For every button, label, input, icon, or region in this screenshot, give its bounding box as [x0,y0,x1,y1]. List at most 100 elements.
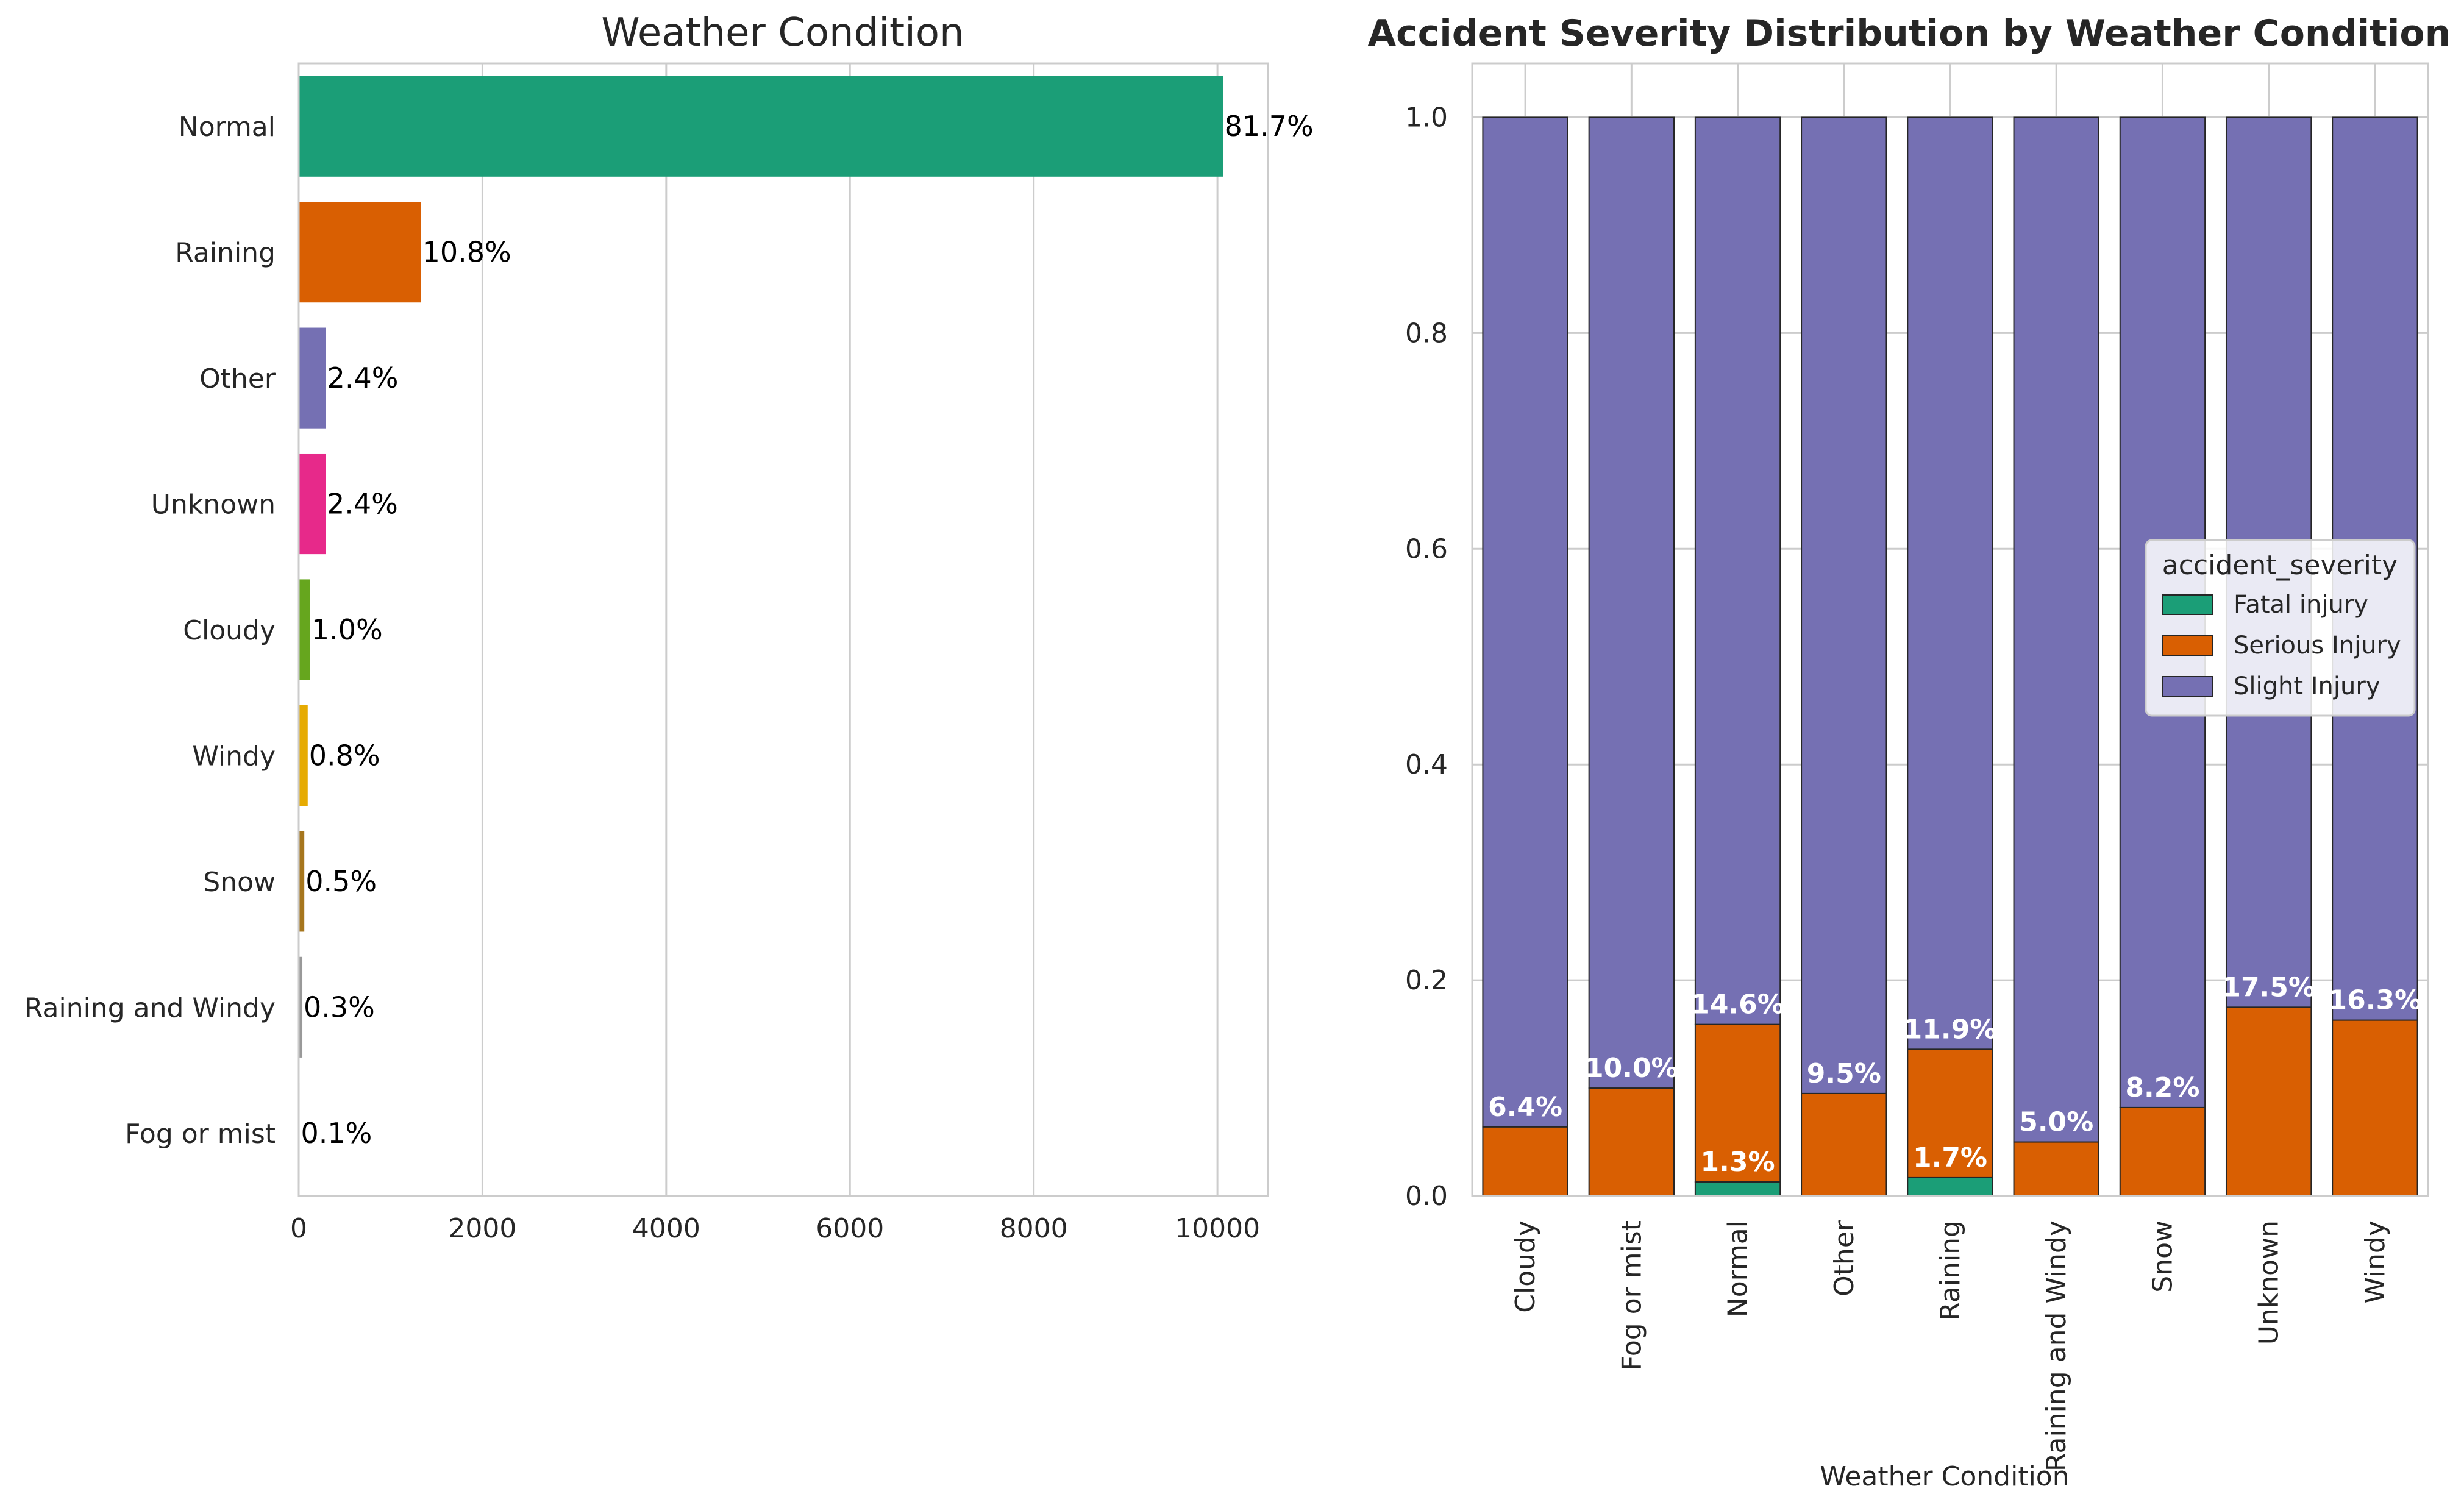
bar-windy [299,705,308,806]
left-percent-labels: 81.7% 10.8% 2.4% 2.4% 1.0% 0.8% 0.5% 0.3% 0.1% [301,110,1314,1150]
legend-label-slight-injury: Slight Injury [2234,672,2380,700]
segment-label-fatal-injury-raining: 1.7% [1913,1142,1987,1173]
weather-count-chart: Weather Condition Normal Raining Other Unkn… [24,10,1314,1244]
legend-items: Fatal injury Serious Injury Slight Injury [2162,591,2401,700]
segment-label-serious-injury-fog-or-mist: 10.0% [1585,1053,1678,1084]
bar-snow [299,831,305,932]
segment-slight-injury-raining-and-windy [2013,116,2099,1143]
segment-slight-injury-cloudy [1482,116,1568,1128]
bar-cloudy [299,579,310,680]
bar-raining [299,202,421,303]
segment-serious-injury-cloudy [1482,1126,1568,1197]
segment-serious-injury-snow [2119,1106,2206,1197]
segment-slight-injury-other [1801,116,1887,1094]
segment-label-fatal-injury-normal: 1.3% [1701,1147,1775,1178]
left-x-tick-label: 10000 [1175,1213,1260,1244]
segment-serious-injury-other [1801,1092,1887,1197]
segment-serious-injury-raining [1907,1048,1993,1178]
left-bars [299,76,1223,1184]
legend-title: accident_severity [2162,550,2398,581]
category-label-raining-and-windy: Raining and Windy [24,992,276,1023]
segment-fatal-injury-raining [1907,1176,1993,1197]
legend-box [2145,539,2416,717]
left-axes-frame [297,62,1269,1197]
segment-label-serious-injury-other: 9.5% [1807,1058,1881,1089]
segment-label-serious-injury-normal: 14.6% [1691,989,1784,1020]
category-label-snow: Snow [203,867,276,898]
percent-label-windy: 0.8% [309,739,380,772]
left-x-tick-label: 4000 [632,1213,700,1244]
right-y-tick-label: 0.0 [1405,1181,1448,1212]
legend-label-fatal-injury: Fatal injury [2234,591,2368,619]
bar-unknown [299,453,326,555]
category-label-windy: Windy [192,741,276,772]
segment-serious-injury-raining-and-windy [2013,1141,2099,1197]
right-y-tick-label: 0.6 [1405,533,1448,564]
left-x-tick-label: 8000 [1000,1213,1068,1244]
right-axes-frame [1471,62,2429,1197]
segment-slight-injury-raining [1907,116,1993,1050]
left-chart-title: Weather Condition [601,10,964,55]
legend-label-serious-injury: Serious Injury [2234,632,2401,660]
category-label-other: Other [199,363,276,394]
category-label-unknown: Unknown [151,489,276,521]
x-tick-label-raining-and-windy: Raining and Windy [2041,1220,2072,1471]
legend-swatch-slight-injury [2162,676,2213,697]
segment-label-serious-injury-raining-and-windy: 5.0% [2019,1107,2093,1138]
right-stacked-bars [1482,116,2418,1197]
segment-slight-injury-normal [1694,116,1781,1025]
x-tick-label-snow: Snow [2147,1220,2178,1293]
category-label-raining: Raining [175,238,276,269]
bar-normal [299,76,1223,177]
x-tick-label-raining: Raining [1935,1220,1966,1321]
legend-swatch-fatal-injury [2162,594,2213,615]
left-x-tick-label: 2000 [448,1213,516,1244]
category-label-cloudy: Cloudy [183,615,276,646]
category-label-fog-or-mist: Fog or mist [125,1119,276,1150]
left-x-tick-label: 6000 [816,1213,884,1244]
percent-label-snow: 0.5% [305,865,377,898]
right-chart-title: Accident Severity Distribution by Weathe… [1368,12,2451,55]
segment-label-serious-injury-raining: 11.9% [1904,1014,1997,1045]
left-category-labels: Normal Raining Other Unknown Cloudy Windy Snow… [24,112,276,1150]
segment-fatal-injury-normal [1694,1181,1781,1197]
percent-label-unknown: 2.4% [327,488,398,521]
x-tick-label-other: Other [1829,1220,1860,1297]
percent-label-other: 2.4% [327,361,399,394]
bar-raining-and-windy [299,956,303,1058]
category-label-normal: Normal [179,112,276,143]
right-y-tick-label: 0.4 [1405,749,1448,780]
segment-label-serious-injury-windy: 16.3% [2329,985,2422,1016]
segment-serious-injury-unknown [2225,1006,2312,1197]
segment-label-serious-injury-unknown: 17.5% [2222,972,2315,1003]
percent-label-raining: 10.8% [422,236,511,269]
legend-swatch-serious-injury [2162,635,2213,656]
right-y-tick-labels: 0.0 0.2 0.4 0.6 0.8 1.0 [1405,102,1448,1212]
segment-slight-injury-fog-or-mist [1588,116,1675,1089]
severity-distribution-chart: Accident Severity Distribution by Weathe… [1368,12,2451,1492]
right-x-axis-label: Weather Condition [1820,1461,2069,1492]
right-x-tick-labels: Cloudy Fog or mist Normal Other Raining Raini… [1510,1220,2391,1471]
left-x-tick-label: 0 [290,1213,307,1244]
x-tick-label-windy: Windy [2360,1220,2391,1304]
right-y-tick-label: 1.0 [1405,102,1448,133]
right-segment-labels: 1.3% 1.7% 6.4% 10.0% 14.6% 9.5% 11.9% 5.0% 8.2% 1… [1488,972,2421,1178]
segment-serious-injury-fog-or-mist [1588,1087,1675,1197]
right-y-tick-label: 0.2 [1405,965,1448,996]
percent-label-normal: 81.7% [1225,110,1314,143]
x-tick-label-unknown: Unknown [2254,1220,2285,1345]
segment-serious-injury-windy [2332,1019,2418,1197]
x-tick-label-cloudy: Cloudy [1510,1220,1541,1313]
segment-label-serious-injury-snow: 8.2% [2125,1072,2199,1103]
segment-serious-injury-normal [1694,1023,1781,1183]
x-tick-label-fog-or-mist: Fog or mist [1616,1220,1647,1371]
left-x-tick-labels: 0 2000 4000 6000 8000 10000 [290,1213,1260,1244]
x-tick-label-normal: Normal [1723,1220,1754,1317]
percent-label-cloudy: 1.0% [312,613,383,646]
percent-label-fog-or-mist: 0.1% [301,1117,372,1150]
legend: accident_severity Fatal injury Serious In… [2145,539,2416,717]
segment-label-serious-injury-cloudy: 6.4% [1488,1092,1562,1123]
percent-label-raining-and-windy: 0.3% [304,991,375,1023]
right-y-tick-label: 0.8 [1405,318,1448,349]
